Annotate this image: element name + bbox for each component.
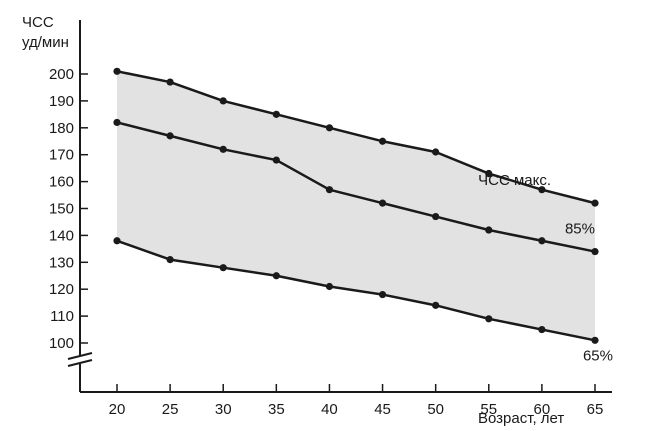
data-point: [485, 315, 493, 323]
x-axis-title: Возраст, лет: [478, 410, 564, 427]
data-point: [432, 212, 440, 221]
x-tick-label: 20: [109, 401, 126, 418]
x-tick-label: 45: [374, 401, 391, 418]
series-line-0: [116, 70, 596, 205]
axis-break-stroke: [67, 352, 93, 360]
data-point: [272, 156, 280, 164]
data-point: [272, 110, 280, 118]
series-labels: ЧСС макс. 85% 65%: [478, 172, 613, 364]
data-point: [378, 137, 387, 145]
x-tick-label: 35: [268, 401, 285, 418]
data-point: [113, 237, 121, 245]
series-line-1: [116, 121, 596, 253]
y-tick-label: 100: [49, 335, 74, 352]
x-tick-label: 40: [321, 401, 338, 418]
data-point: [432, 148, 440, 156]
data-point: [113, 67, 121, 75]
data-point: [166, 132, 174, 140]
axis-break-stroke: [67, 359, 93, 367]
series-line-2: [116, 239, 596, 342]
data-point: [166, 78, 174, 86]
x-tick-label: 50: [427, 401, 444, 418]
y-axis-title-line2: уд/мин: [22, 34, 69, 51]
x-ticks: 20 25 30 35 40 45 50 55 60 65: [109, 384, 604, 418]
data-point: [485, 226, 493, 234]
data-point: [538, 325, 546, 334]
shaded-band: [117, 71, 595, 341]
axis-break-gap: [68, 356, 92, 364]
y-tick-label: 200: [49, 66, 74, 83]
data-point: [538, 186, 546, 194]
data-point: [432, 301, 440, 309]
y-tick-label: 180: [49, 120, 74, 137]
data-point: [591, 336, 599, 344]
y-tick-label: 150: [49, 201, 74, 218]
data-point: [219, 145, 227, 153]
y-tick-label: 160: [49, 174, 74, 191]
y-tick-label: 120: [49, 281, 74, 298]
series-points: [113, 67, 599, 344]
data-point: [378, 290, 387, 299]
data-point: [272, 272, 280, 280]
data-point: [325, 124, 334, 132]
data-point: [591, 247, 599, 256]
data-point: [485, 169, 493, 178]
series-label: 85%: [565, 221, 595, 238]
data-point: [113, 118, 121, 127]
y-tick-label: 110: [50, 308, 74, 325]
data-point: [591, 199, 599, 207]
y-tick-label: 140: [49, 227, 74, 244]
x-tick-label: 55: [480, 401, 497, 418]
data-point: [219, 264, 227, 272]
data-point: [325, 186, 334, 194]
series-lines: [116, 70, 596, 342]
series-label: 65%: [583, 347, 613, 364]
y-tick-label: 170: [49, 147, 74, 164]
axes: [67, 20, 612, 393]
data-point: [219, 97, 227, 105]
x-tick-label: 65: [587, 401, 604, 418]
band-area: [117, 71, 595, 341]
y-axis-break-mark: [67, 352, 93, 367]
x-tick-label: 25: [162, 401, 179, 418]
data-point: [325, 282, 334, 291]
data-point: [166, 256, 174, 264]
x-tick-label: 60: [534, 401, 551, 418]
data-point: [538, 237, 546, 245]
y-axis-title-line1: ЧСС: [22, 14, 54, 31]
y-ticks: 100 110 120 130 140 150 160 170 180 190 200: [49, 66, 88, 352]
series-label: ЧСС макс.: [478, 172, 551, 189]
x-tick-label: 30: [215, 401, 232, 418]
y-tick-label: 130: [49, 254, 74, 271]
data-point: [378, 199, 387, 207]
y-tick-label: 190: [49, 93, 74, 110]
